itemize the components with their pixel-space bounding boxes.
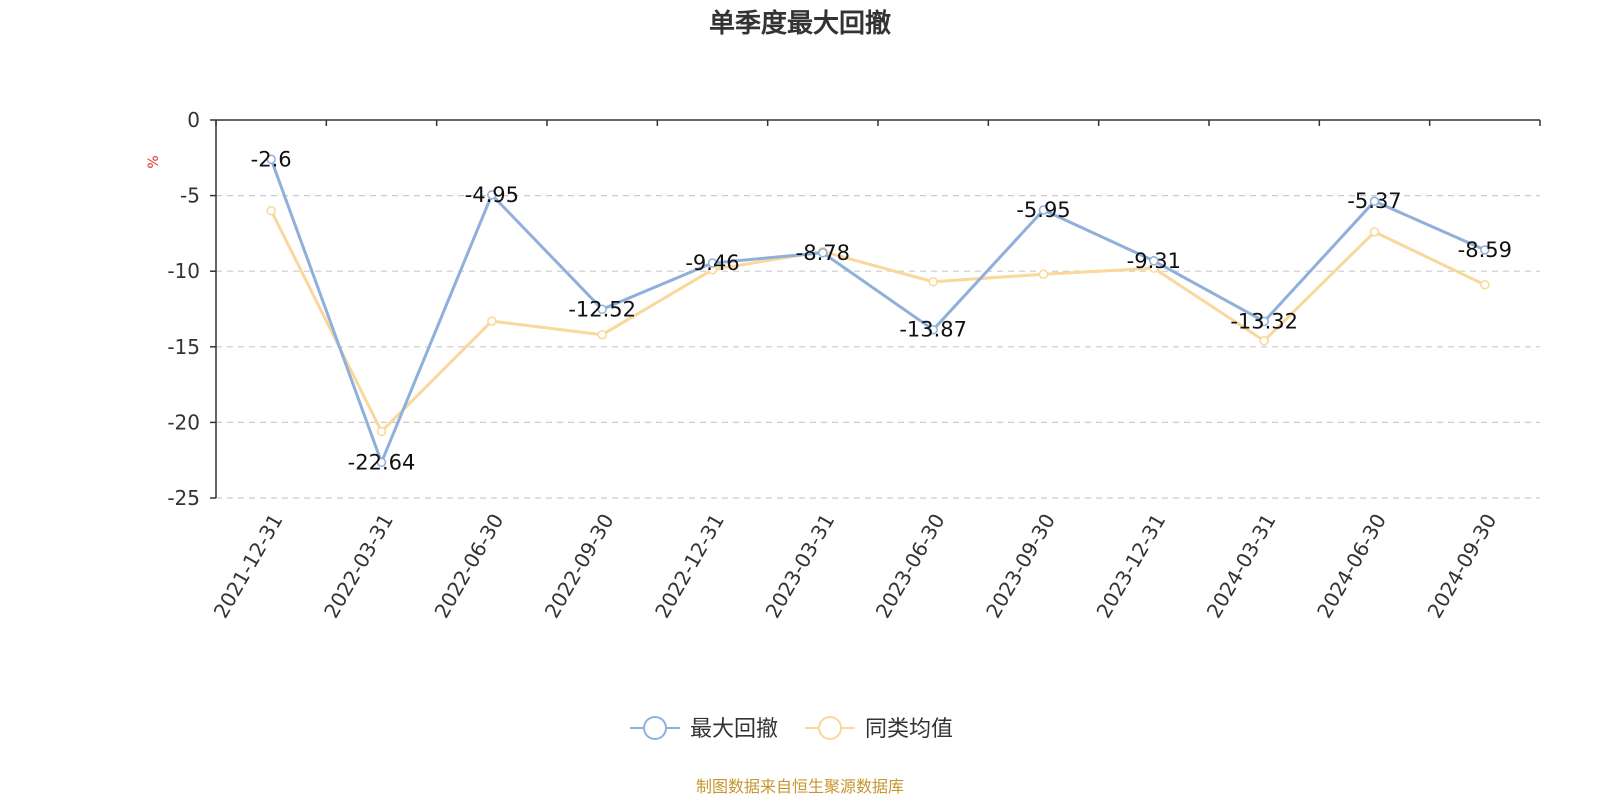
data-point [1149, 256, 1159, 266]
data-point [928, 324, 938, 335]
data-point [1480, 280, 1490, 290]
data-label: -5.37 [1347, 189, 1401, 213]
x-tick-label: 2022-09-30 [540, 510, 619, 623]
data-point [1259, 316, 1269, 327]
legend-label: 最大回撤 [690, 717, 778, 742]
data-label: -22.64 [348, 450, 416, 474]
data-label: -5.95 [1016, 198, 1070, 222]
x-tick-label: 2023-06-30 [871, 510, 950, 623]
series-line-peer-average [269, 210, 1486, 433]
data-label: -8.59 [1458, 238, 1512, 262]
x-tick-label: 2024-03-31 [1202, 510, 1281, 623]
data-point [266, 154, 276, 165]
data-point [376, 426, 387, 437]
y-tick-label: -10 [167, 259, 200, 283]
y-unit-label: % [146, 155, 162, 168]
x-tick-label: 2024-06-30 [1312, 510, 1391, 623]
x-tick-label: 2023-09-30 [981, 510, 1060, 623]
data-point [1259, 336, 1269, 346]
data-label: -4.95 [465, 183, 519, 207]
data-label: -12.52 [568, 297, 636, 321]
x-tick-label: 2022-03-31 [319, 510, 398, 623]
data-point [1369, 196, 1380, 206]
series-points [266, 154, 1490, 468]
y-tick-label: -5 [180, 184, 200, 208]
chart-title: 单季度最大回撤 [709, 8, 891, 39]
data-point [1038, 269, 1049, 279]
x-tick-label: 2021-12-31 [209, 510, 288, 623]
data-point [1369, 227, 1380, 237]
legend-marker [643, 716, 667, 740]
data-label: -2.6 [251, 147, 292, 171]
data-label: -9.31 [1127, 249, 1181, 273]
x-tick-label: 2024-09-30 [1422, 510, 1501, 623]
data-label: -8.78 [796, 241, 850, 265]
legend: 最大回撤 同类均值 [630, 716, 953, 742]
x-tick-label: 2023-12-31 [1091, 510, 1170, 623]
series-lines [269, 158, 1486, 464]
data-point [928, 277, 938, 287]
y-tick-label: -20 [167, 410, 200, 434]
data-point [487, 316, 497, 326]
data-point [597, 304, 607, 315]
grid-lines [216, 195, 1540, 499]
data-point [818, 248, 828, 258]
y-tick-label: 0 [187, 108, 200, 132]
data-point [597, 329, 607, 340]
data-point [707, 258, 718, 268]
data-label: -13.87 [899, 318, 967, 342]
x-tick-label: 2023-03-31 [760, 510, 839, 623]
data-label: -13.32 [1230, 309, 1298, 333]
x-tick-labels: 2021-12-31 2022-03-31 2022-06-30 2022-09-30… [209, 510, 1502, 623]
series-line-max-drawdown [269, 158, 1486, 464]
data-point [1480, 245, 1490, 255]
data-labels: -2.6 -22.64 -4.95 -12.52 -9.46 -8.78 -13.87 -5.… [251, 147, 1512, 474]
y-tick-label: -25 [167, 486, 200, 510]
legend-label: 同类均值 [865, 717, 953, 742]
data-point [1038, 205, 1049, 215]
data-label: -9.46 [685, 251, 739, 275]
y-tick-label: -15 [167, 335, 200, 359]
data-point [376, 457, 387, 468]
data-point [487, 190, 497, 200]
x-tick-label: 2022-06-30 [429, 510, 508, 623]
legend-marker [818, 716, 842, 740]
data-point [266, 205, 276, 216]
y-tick-labels: 0 -5 -10 -15 -20 -25 [167, 108, 200, 510]
source-note: 制图数据来自恒生聚源数据库 [696, 777, 904, 796]
axes [210, 119, 1541, 499]
x-tick-label: 2022-12-31 [650, 510, 729, 623]
